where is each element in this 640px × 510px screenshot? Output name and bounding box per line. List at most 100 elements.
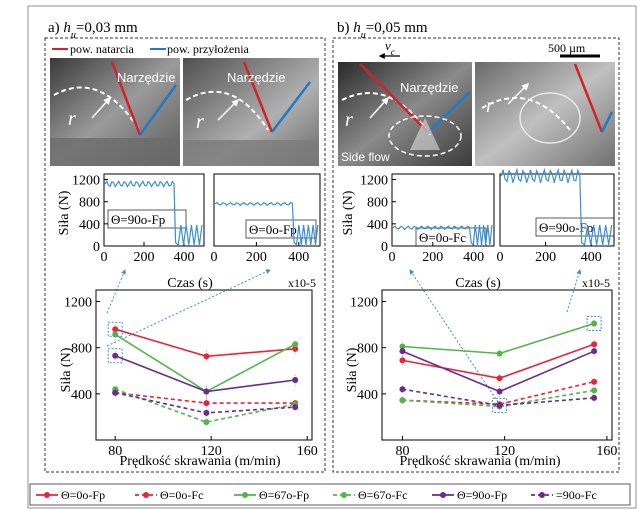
data-point [591,341,598,348]
y-tick-label: 800 [357,342,378,357]
x-tick-label: 200 [422,250,443,265]
data-point [292,341,299,348]
panel-a-frame [44,37,326,473]
legend-label: Θ=0o-Fc [160,488,203,502]
series-line [402,322,595,355]
legend-item: Θ=0o-Fc [135,488,203,502]
data-point [203,388,210,395]
x-tick-label: 120 [201,444,222,459]
data-point [399,397,406,404]
chart-b-inset-left: 0 200 400 0 400 800 1200 [360,173,495,265]
inset-a-xlabel: Czas (s) [167,276,213,291]
x-tick-label: 0 [101,250,108,265]
x-tick-label: 0 [497,250,504,265]
series-line [402,350,595,393]
y-tick-label: 1200 [64,296,92,311]
series-2 [399,318,598,360]
plot-frame [213,173,321,247]
data-point [203,400,210,407]
connector-a2 [106,269,271,347]
svg-text:Θ=90o-Fp: Θ=90o-Fp [111,212,165,227]
data-point [399,343,406,350]
legend: Θ=0o-Fp Θ=0o-Fc Θ=67o-Fp Θ=67o-Fc Θ=90o-Fp =9… [36,488,597,502]
x-tick-label: 80 [108,444,122,459]
y-tick-label: 800 [367,196,388,211]
plot-frame [381,289,613,441]
y-tick-label: 400 [357,388,378,403]
data-point [496,350,503,357]
y-tick-label: 400 [79,218,100,233]
legend-item: Θ=0o-Fp [36,488,105,502]
series-5 [399,385,598,409]
y-tick-label: 1200 [360,174,388,189]
tool-label-a2: Narzędzie [227,70,286,85]
main-b-ylabel: Siła (N) [345,347,360,392]
data-point [591,378,598,385]
x-tick-label: 0 [389,250,396,265]
series-line [114,355,296,393]
inset-b-exponent: x10-5 [582,276,610,290]
series-5 [112,389,299,417]
data-point [203,409,210,416]
data-point [399,386,406,393]
x-tick-label: 200 [246,250,267,265]
series-4 [112,351,299,399]
y-tick-label: 1200 [350,296,378,311]
x-tick-label: 400 [463,250,484,265]
legend-item: Θ=90o-Fp [432,488,507,502]
highlight-square [586,315,602,331]
chart-a-main: 80 120 160 400 800 1200 [64,289,318,459]
chart-a-inset-left: 0 200 400 0 400 800 1200 [72,173,205,265]
chart-a-inset-right: 0 200 400 [211,173,321,265]
x-tick-label: 400 [288,250,309,265]
series-2 [112,328,299,398]
chart-b-main: 80 120 160 400 800 1200 [350,289,617,459]
outer-frame [27,5,637,509]
legend-label: Θ=0o-Fp [61,488,105,502]
vc-label: vc [385,38,395,57]
data-point [496,388,503,395]
radius-label-b2: r [486,95,494,117]
panel-a-title: a) hu=0,03 mm [48,20,138,41]
inset-label-b-right: Θ=90o-Fp [535,217,615,237]
data-point [591,348,598,355]
x-tick-label: 80 [395,444,409,459]
svg-text:Θ=90o-Fp: Θ=90o-Fp [539,220,593,235]
radius-label-a1: r [68,108,76,130]
y-tick-label: 1200 [72,174,100,189]
data-point [112,389,119,396]
legend-label: =90o-Fc [556,488,597,502]
x-tick-label: 0 [211,250,218,265]
x-tick-label: 400 [174,250,195,265]
data-point [292,377,299,383]
inset-a-exponent: x10-5 [288,276,316,290]
panel-b-frame [332,37,620,473]
series-line [402,389,595,408]
x-tick-label: 200 [535,250,556,265]
main-a-xlabel: Prędkość skrawania (m/min) [120,454,281,469]
rake-label: pow. natarcia [70,42,135,56]
y-tick-label: 800 [71,342,92,357]
series-0 [399,339,598,383]
photo-b-left: r Narzędzie Side flow [338,62,472,166]
radius-label-a2: r [196,111,204,133]
force-trace [214,201,319,247]
plot-frame [391,173,495,247]
plot-frame [103,173,205,247]
highlight-square [492,397,508,413]
inset-a-ylabel: Siła (N) [57,190,72,235]
data-point [203,419,210,426]
inset-label-a-right: Θ=0o-Fp [245,219,317,239]
inset-b-xlabel: Czas (s) [455,276,501,291]
y-tick-label: 800 [79,196,100,211]
inset-label-a-left: Θ=90o-Fp [107,209,187,229]
svg-text:Θ=0o-Fc: Θ=0o-Fc [419,230,466,245]
panel-b-title: b) hu=0,05 mm [337,20,428,41]
connector-b1 [409,269,499,403]
highlight-square [107,348,123,364]
legend-swatch-dot [44,492,50,498]
inset-b-ylabel: Siła (N) [341,190,356,235]
tool-label-b1: Narzędzie [400,80,459,95]
